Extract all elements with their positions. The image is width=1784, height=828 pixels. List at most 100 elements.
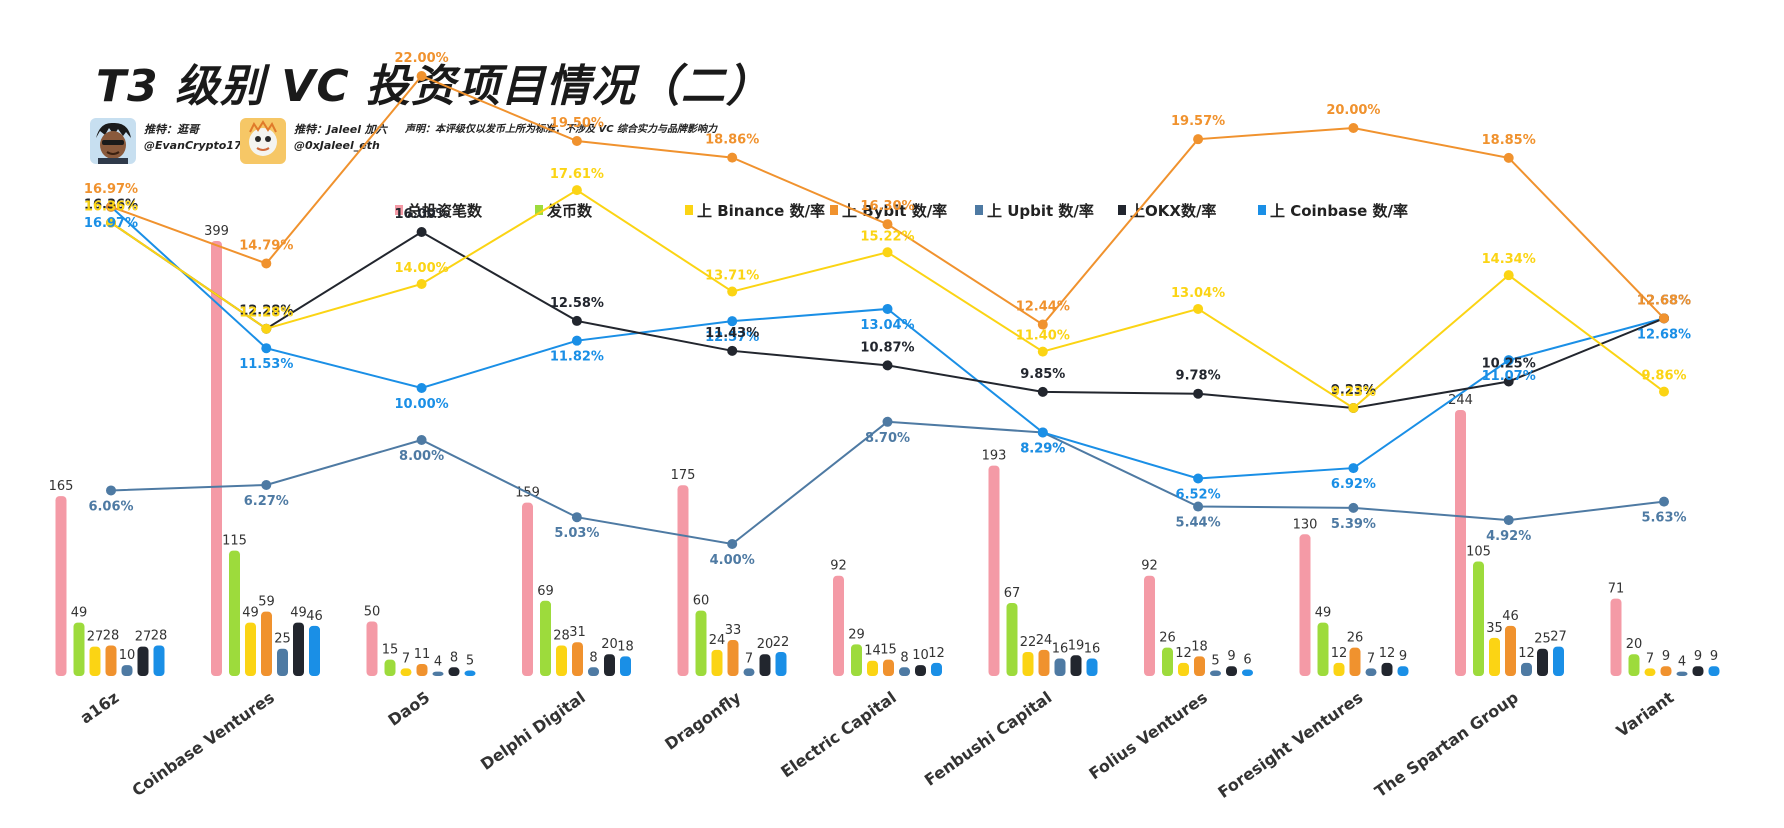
bar-value-label-upbit-10: 4 bbox=[1678, 655, 1686, 670]
legend-label-upbit: 上 Upbit 数/率 bbox=[987, 202, 1094, 220]
rate-label-bybit-2: 22.00% bbox=[395, 51, 449, 66]
bar-bybit-8 bbox=[1349, 647, 1361, 676]
bar-value-label-coinbase-7: 6 bbox=[1243, 652, 1251, 667]
rate-point-binance-0 bbox=[106, 217, 116, 228]
rate-point-bybit-1 bbox=[261, 258, 272, 269]
bar-value-label-binance-7: 12 bbox=[1175, 646, 1192, 661]
rate-label-coinbase-4: 12.57% bbox=[705, 330, 759, 345]
bar-binance-0 bbox=[89, 646, 101, 676]
bar-value-label-bybit-3: 31 bbox=[569, 625, 586, 640]
rate-point-bybit-7 bbox=[1193, 134, 1204, 145]
bar-token-5 bbox=[851, 644, 862, 676]
rate-label-binance-10: 9.86% bbox=[1641, 369, 1686, 384]
bar-coinbase-6 bbox=[1086, 658, 1098, 676]
bar-total-9 bbox=[1455, 409, 1466, 676]
bar-okx-0 bbox=[137, 646, 149, 676]
rate-point-bybit-3 bbox=[571, 136, 582, 146]
bar-value-label-coinbase-0: 28 bbox=[151, 628, 168, 643]
bar-bybit-9 bbox=[1505, 625, 1516, 676]
bar-okx-6 bbox=[1070, 655, 1082, 676]
bar-binance-6 bbox=[1022, 652, 1034, 676]
bar-value-label-coinbase-2: 5 bbox=[466, 654, 474, 669]
rate-label-bybit-10: 12.68% bbox=[1637, 293, 1691, 308]
category-label-9: The Spartan Group bbox=[1371, 688, 1522, 801]
rate-label-bybit-7: 19.57% bbox=[1171, 114, 1225, 129]
credit-evan-handle-label: 推特：逛哥 bbox=[144, 123, 199, 136]
rate-label-binance-5: 15.22% bbox=[860, 229, 914, 244]
rate-point-upbit-0 bbox=[106, 485, 116, 496]
rate-point-upbit-7 bbox=[1193, 501, 1204, 512]
bar-value-label-token-6: 67 bbox=[1004, 586, 1021, 601]
rate-point-coinbase-8 bbox=[1348, 463, 1359, 474]
bar-value-label-coinbase-3: 18 bbox=[617, 639, 634, 654]
bar-okx-9 bbox=[1537, 648, 1548, 676]
rate-label-bybit-5: 16.30% bbox=[860, 199, 914, 214]
rate-point-okx-5 bbox=[882, 360, 893, 371]
rate-label-coinbase-1: 11.53% bbox=[239, 357, 293, 372]
bar-value-label-upbit-1: 25 bbox=[274, 632, 291, 647]
rate-point-bybit-0 bbox=[106, 201, 116, 212]
category-label-6: Fenbushi Capital bbox=[921, 688, 1055, 790]
category-label-3: Delphi Digital bbox=[477, 688, 589, 774]
bar-okx-1 bbox=[293, 622, 304, 676]
rate-label-coinbase-6: 8.29% bbox=[1020, 441, 1065, 456]
rate-label-binance-8: 9.23% bbox=[1331, 385, 1376, 400]
bar-value-label-okx-8: 12 bbox=[1379, 646, 1396, 661]
rate-point-binance-7 bbox=[1193, 303, 1204, 314]
rate-label-upbit-2: 8.00% bbox=[399, 449, 444, 464]
bar-value-label-token-7: 26 bbox=[1159, 631, 1176, 646]
bar-total-4 bbox=[677, 485, 689, 676]
bar-okx-2 bbox=[448, 667, 460, 676]
rate-point-binance-1 bbox=[261, 323, 272, 334]
rate-label-okx-3: 12.58% bbox=[550, 296, 604, 311]
bar-upbit-6 bbox=[1054, 658, 1066, 676]
bar-upbit-4 bbox=[743, 668, 755, 676]
rate-point-coinbase-2 bbox=[416, 383, 427, 393]
rate-point-coinbase-3 bbox=[571, 335, 582, 346]
rate-point-okx-2 bbox=[416, 227, 427, 237]
rate-label-binance-1: 12.28% bbox=[239, 306, 293, 321]
bar-value-label-okx-4: 20 bbox=[757, 637, 774, 652]
rate-label-coinbase-8: 6.92% bbox=[1331, 477, 1376, 492]
rate-point-binance-10 bbox=[1659, 386, 1669, 397]
bar-coinbase-8 bbox=[1397, 666, 1409, 676]
rate-point-binance-2 bbox=[416, 279, 427, 289]
credit-evan-handle: @EvanCrypto17 bbox=[144, 139, 242, 152]
rate-label-okx-8: 9.23% bbox=[1331, 383, 1376, 398]
bar-value-label-total-9: 244 bbox=[1448, 393, 1473, 408]
bar-bybit-10 bbox=[1660, 666, 1672, 676]
rate-label-okx-6: 9.85% bbox=[1020, 367, 1065, 382]
bar-value-label-token-9: 105 bbox=[1466, 545, 1491, 560]
rate-point-upbit-4 bbox=[727, 539, 738, 549]
bar-total-2 bbox=[366, 621, 378, 676]
bar-value-label-token-0: 49 bbox=[71, 606, 88, 621]
legend-swatch-token bbox=[535, 205, 543, 215]
avatar-jaleel bbox=[240, 118, 286, 164]
rate-label-okx-4: 11.43% bbox=[705, 326, 759, 341]
bar-coinbase-3 bbox=[620, 656, 631, 676]
bar-okx-8 bbox=[1381, 662, 1393, 676]
rate-point-binance-5 bbox=[882, 247, 893, 258]
category-label-5: Electric Capital bbox=[777, 688, 899, 782]
bar-value-label-token-2: 15 bbox=[382, 643, 399, 658]
bar-coinbase-5 bbox=[931, 662, 942, 676]
bar-value-label-coinbase-1: 46 bbox=[306, 609, 323, 624]
bar-value-label-bybit-0: 28 bbox=[103, 628, 120, 643]
credit-jaleel: 推特：Jaleel 加六 @0xJaleel_eth bbox=[294, 122, 387, 154]
bar-value-label-okx-0: 27 bbox=[135, 630, 152, 645]
rate-label-binance-0: 16.36% bbox=[84, 200, 138, 215]
bar-value-label-okx-5: 10 bbox=[912, 648, 929, 663]
rate-label-binance-7: 13.04% bbox=[1171, 286, 1225, 301]
bar-value-label-upbit-8: 7 bbox=[1367, 651, 1375, 666]
rate-point-coinbase-9 bbox=[1503, 355, 1514, 366]
rate-point-upbit-8 bbox=[1348, 502, 1359, 513]
rate-point-okx-6 bbox=[1037, 386, 1048, 397]
rate-point-bybit-8 bbox=[1348, 123, 1359, 133]
rate-point-bybit-9 bbox=[1503, 152, 1514, 163]
bar-binance-3 bbox=[556, 645, 567, 676]
bar-value-label-binance-3: 28 bbox=[553, 628, 570, 643]
bar-value-label-token-1: 115 bbox=[222, 534, 247, 549]
rate-label-binance-2: 14.00% bbox=[395, 261, 449, 276]
bar-binance-1 bbox=[245, 622, 256, 676]
